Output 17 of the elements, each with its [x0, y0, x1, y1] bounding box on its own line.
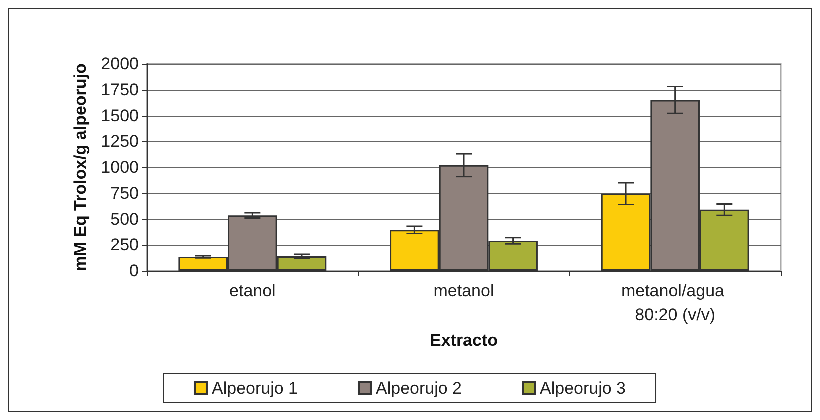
y-tick-label: 1500 [101, 106, 139, 126]
y-tick-label: 1250 [101, 132, 139, 152]
y-tick-label: 750 [110, 184, 139, 203]
y-tick-label: 500 [110, 210, 139, 229]
x-tick-label: metanol [434, 282, 494, 300]
x-axis-title: Extracto [430, 330, 498, 350]
x-tick-label: etanol [230, 282, 276, 300]
y-tick-label: 1000 [101, 158, 139, 177]
x-tick-label: metanol/agua 80:20 (v/v) [621, 282, 730, 324]
y-tick-label: 2000 [101, 54, 139, 74]
y-tick-label: 250 [110, 236, 139, 255]
legend-label: Alpeorujo 1 [212, 379, 298, 398]
legend-label: Alpeorujo 2 [376, 379, 462, 398]
y-tick-label: 0 [130, 262, 139, 280]
y-axis-title: mM Eq Trolox/g alpeorujo [71, 64, 90, 272]
legend-label: Alpeorujo 3 [540, 379, 626, 398]
y-tick-label: 1750 [101, 80, 139, 100]
